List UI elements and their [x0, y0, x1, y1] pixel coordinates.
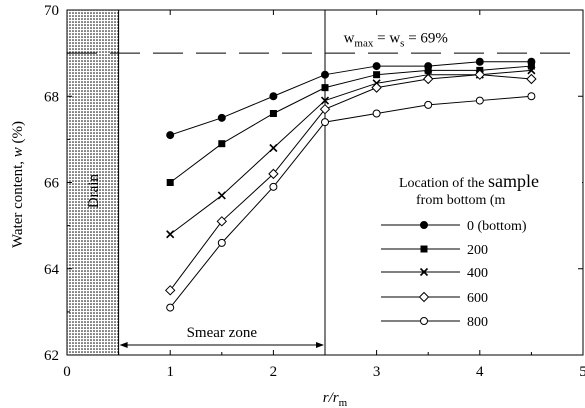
data-point: [321, 70, 329, 79]
data-point: [320, 96, 330, 105]
series-line-3: [169, 74, 532, 291]
data-point: [164, 285, 176, 296]
series-3: [164, 69, 537, 296]
data-point: [424, 66, 432, 74]
ws-label: wmax = ws = 69%: [344, 30, 448, 49]
legend-label: 200: [467, 243, 488, 258]
data-point: [527, 66, 536, 75]
data-point: [319, 103, 331, 115]
series-group: [164, 57, 537, 312]
data-point: [475, 57, 484, 66]
legend-marker: [419, 267, 429, 277]
data-point: [371, 82, 382, 93]
y-tick-label: 62: [44, 348, 59, 364]
legend-label: 600: [467, 291, 488, 306]
smear-zone-label: Smear zone: [187, 325, 258, 341]
data-point: [475, 96, 484, 105]
legend-label: 400: [467, 266, 488, 281]
legend-marker: [418, 291, 430, 303]
data-point: [321, 84, 329, 92]
data-point: [218, 140, 226, 148]
legend-item: 800: [381, 315, 488, 330]
series-4: [166, 92, 536, 312]
data-point: [269, 92, 278, 101]
series-2: [166, 66, 536, 239]
data-point: [269, 182, 278, 191]
y-tick-label: 68: [44, 89, 59, 105]
data-point: [372, 109, 381, 118]
data-point: [474, 69, 486, 80]
data-point: [422, 73, 434, 85]
x-axis-title: r/rm: [323, 390, 348, 408]
legend-marker: [420, 317, 428, 325]
legend-backdrop: [396, 168, 582, 206]
legend-item: 200: [381, 243, 488, 258]
data-point: [166, 179, 174, 186]
smear-arrow-head-right: [316, 342, 324, 348]
smear-arrow-head-left: [119, 342, 128, 348]
x-tick-label: 5: [579, 364, 585, 380]
data-point: [373, 71, 381, 79]
legend-item: 0 (bottom): [381, 219, 527, 234]
y-axis-title: Water content, w (%): [10, 121, 26, 248]
series-1: [166, 62, 535, 186]
data-point: [166, 303, 175, 312]
legend-title-line2: from bottom (m: [416, 193, 506, 208]
legend-label: 800: [467, 315, 488, 330]
series-line-4: [169, 95, 532, 308]
data-point: [269, 110, 277, 117]
data-point: [372, 62, 381, 71]
series-line-0: [170, 61, 532, 136]
ws-dashed-line: wmax = ws = 69%: [67, 28, 583, 54]
data-point: [166, 230, 175, 239]
legend-item: 600: [381, 291, 488, 306]
data-point: [217, 191, 226, 200]
data-point: [268, 168, 279, 180]
data-point: [424, 100, 433, 109]
data-point: [216, 216, 228, 227]
data-point: [527, 62, 535, 70]
annotations: Smear zone: [119, 325, 324, 348]
ws-label-backdrop: [335, 28, 511, 51]
legend: Location of the sample from bottom (m 0 (b…: [381, 168, 582, 330]
drain-hatch: [67, 10, 119, 355]
series-line-2: [169, 69, 532, 235]
data-point: [217, 238, 226, 247]
data-point: [526, 73, 537, 85]
axes: 0 1 2 3 4 5 62 64 66 68 70 r/rm Water content, w (%): [10, 3, 585, 408]
x-tick-label: 4: [476, 364, 484, 380]
legend-item: 400: [381, 266, 488, 281]
y-tick-label: 66: [44, 176, 60, 192]
legend-label: 0 (bottom): [467, 219, 527, 234]
data-point: [166, 131, 175, 140]
data-point: [527, 92, 536, 101]
drain-region: Drain: [67, 10, 326, 355]
legend-title-line1: Location of the sample: [399, 171, 539, 191]
series-line-1: [169, 65, 532, 183]
x-tick-label: 2: [270, 364, 278, 380]
drain-label: Drain: [86, 174, 102, 209]
x-tick-label: 1: [166, 364, 174, 380]
y-tick-label: 70: [44, 3, 59, 19]
data-point: [321, 118, 329, 127]
data-point: [217, 113, 226, 122]
legend-marker: [420, 221, 428, 229]
data-point: [269, 143, 278, 153]
y-tick-label: 64: [44, 262, 60, 278]
legend-marker: [420, 245, 428, 253]
x-tick-label: 0: [63, 364, 71, 380]
x-tick-label: 3: [373, 364, 381, 380]
